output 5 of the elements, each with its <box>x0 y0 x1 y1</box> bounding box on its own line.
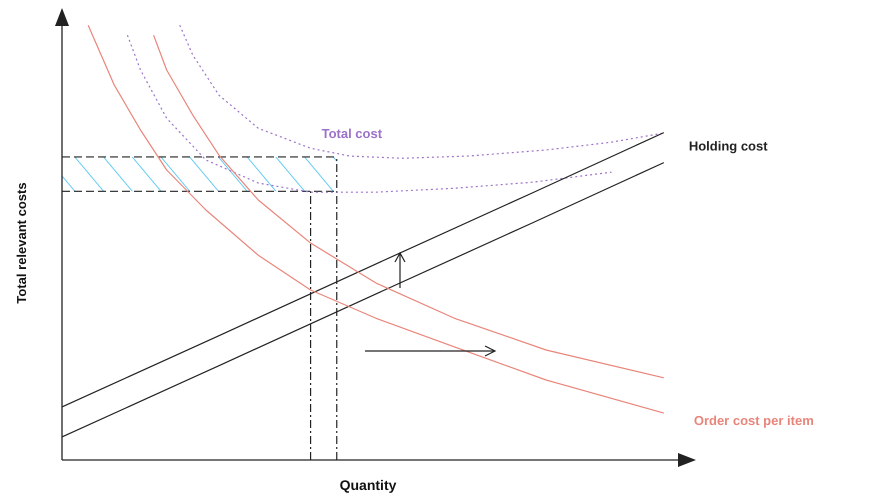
series-label: Holding cost <box>688 138 768 154</box>
series-label: Total cost <box>322 126 383 142</box>
y-axis-title: Total relevant costs <box>14 182 29 304</box>
text: Order cost per item <box>694 413 814 428</box>
x-axis-title: Quantity <box>340 477 397 493</box>
